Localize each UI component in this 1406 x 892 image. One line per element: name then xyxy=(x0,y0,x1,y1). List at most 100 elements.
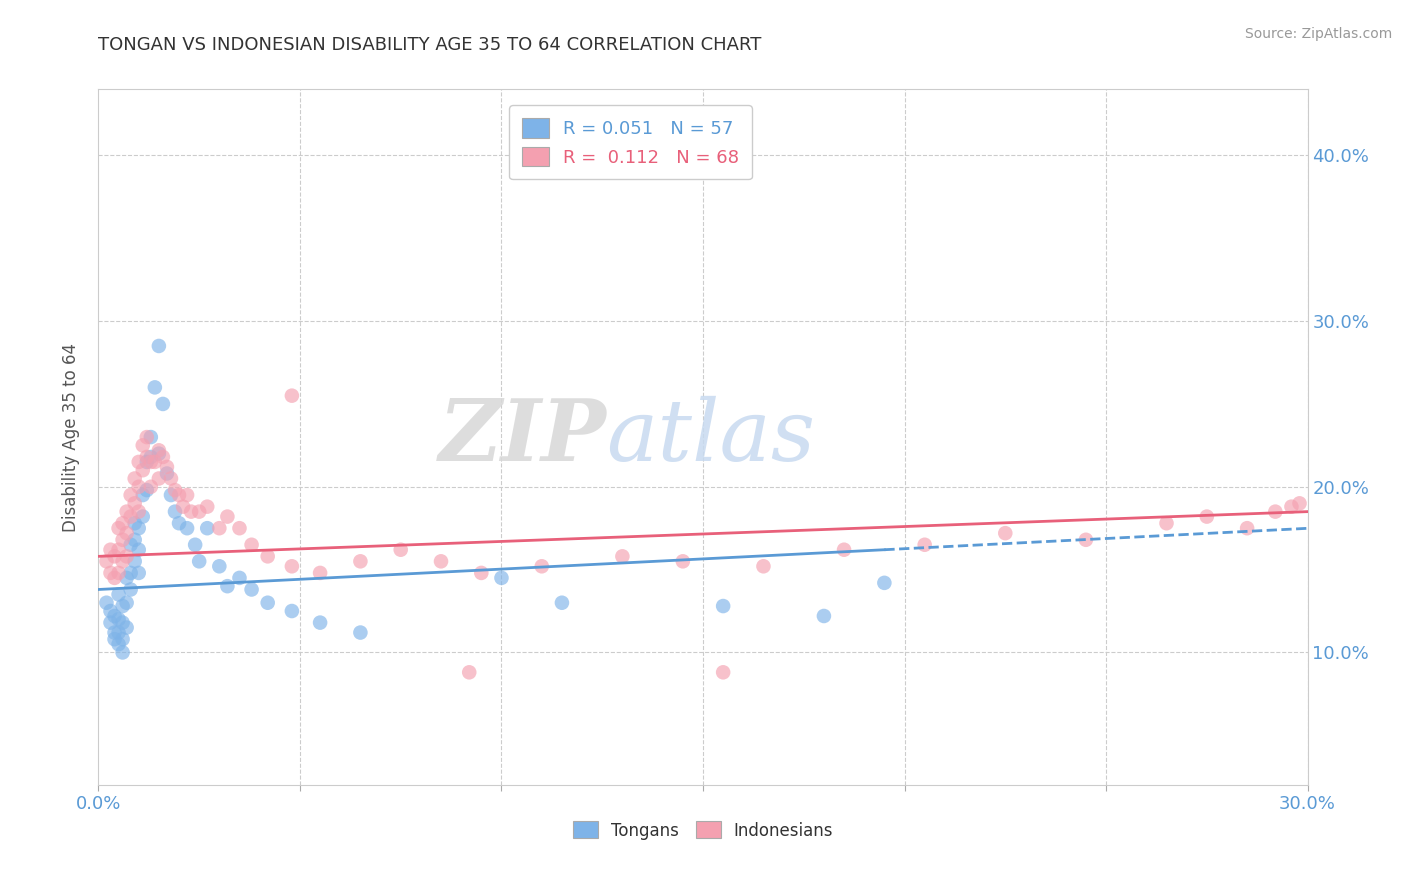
Point xyxy=(111,533,134,547)
Point xyxy=(128,505,150,519)
Legend: R = 0.051   N = 57, R =  0.112   N = 68: R = 0.051 N = 57, R = 0.112 N = 68 xyxy=(509,105,752,179)
Point xyxy=(873,575,896,590)
Point xyxy=(115,571,138,585)
Point xyxy=(1288,496,1310,510)
Point xyxy=(281,559,304,574)
Point xyxy=(103,571,125,585)
Point xyxy=(111,615,134,630)
Point xyxy=(752,559,775,574)
Point xyxy=(107,587,129,601)
Point xyxy=(132,488,155,502)
Point xyxy=(128,480,150,494)
Point xyxy=(167,516,190,531)
Point xyxy=(103,549,125,564)
Point xyxy=(115,526,138,541)
Point xyxy=(139,450,162,464)
Point xyxy=(208,521,231,535)
Point xyxy=(832,542,855,557)
Point xyxy=(96,596,118,610)
Point xyxy=(111,516,134,531)
Point xyxy=(813,609,835,624)
Point xyxy=(195,521,218,535)
Point xyxy=(228,571,250,585)
Point xyxy=(1264,505,1286,519)
Point xyxy=(115,596,138,610)
Text: ZIP: ZIP xyxy=(439,395,606,479)
Point xyxy=(103,609,125,624)
Point xyxy=(152,450,174,464)
Point xyxy=(135,483,157,497)
Point xyxy=(103,632,125,647)
Point xyxy=(120,488,142,502)
Point xyxy=(551,596,574,610)
Point xyxy=(120,538,142,552)
Text: Source: ZipAtlas.com: Source: ZipAtlas.com xyxy=(1244,27,1392,41)
Point xyxy=(195,500,218,514)
Point xyxy=(530,559,553,574)
Point xyxy=(139,480,162,494)
Point xyxy=(107,625,129,640)
Point xyxy=(107,637,129,651)
Point xyxy=(124,554,146,568)
Point xyxy=(111,645,134,659)
Point xyxy=(124,471,146,485)
Point xyxy=(994,526,1017,541)
Point xyxy=(132,509,155,524)
Point xyxy=(430,554,453,568)
Point xyxy=(132,463,155,477)
Text: atlas: atlas xyxy=(606,396,815,478)
Point xyxy=(612,549,634,564)
Point xyxy=(389,542,412,557)
Point xyxy=(96,554,118,568)
Point xyxy=(188,505,211,519)
Point xyxy=(176,488,198,502)
Point xyxy=(111,632,134,647)
Point xyxy=(100,566,122,580)
Point xyxy=(309,566,332,580)
Point xyxy=(256,596,278,610)
Point xyxy=(152,397,174,411)
Point xyxy=(172,500,194,514)
Point xyxy=(139,430,162,444)
Y-axis label: Disability Age 35 to 64: Disability Age 35 to 64 xyxy=(62,343,80,532)
Point xyxy=(281,604,304,618)
Point xyxy=(143,455,166,469)
Point xyxy=(132,438,155,452)
Point xyxy=(914,538,936,552)
Point xyxy=(176,521,198,535)
Point xyxy=(124,496,146,510)
Point xyxy=(120,509,142,524)
Point xyxy=(128,521,150,535)
Point xyxy=(458,665,481,680)
Point xyxy=(156,459,179,474)
Point xyxy=(217,579,239,593)
Point xyxy=(672,554,695,568)
Point xyxy=(100,604,122,618)
Point xyxy=(180,505,202,519)
Point xyxy=(160,488,183,502)
Point xyxy=(128,566,150,580)
Point xyxy=(115,549,138,564)
Point xyxy=(240,582,263,597)
Point xyxy=(470,566,492,580)
Point xyxy=(120,582,142,597)
Point xyxy=(156,467,179,481)
Point xyxy=(1195,509,1218,524)
Point xyxy=(163,505,186,519)
Point xyxy=(107,612,129,626)
Point xyxy=(107,542,129,557)
Point xyxy=(120,566,142,580)
Point xyxy=(111,599,134,613)
Point xyxy=(1156,516,1178,531)
Point xyxy=(167,488,190,502)
Point xyxy=(107,566,129,580)
Point xyxy=(100,615,122,630)
Point xyxy=(115,505,138,519)
Point xyxy=(309,615,332,630)
Point xyxy=(349,554,371,568)
Point xyxy=(148,471,170,485)
Point xyxy=(240,538,263,552)
Point xyxy=(184,538,207,552)
Point xyxy=(228,521,250,535)
Point xyxy=(217,509,239,524)
